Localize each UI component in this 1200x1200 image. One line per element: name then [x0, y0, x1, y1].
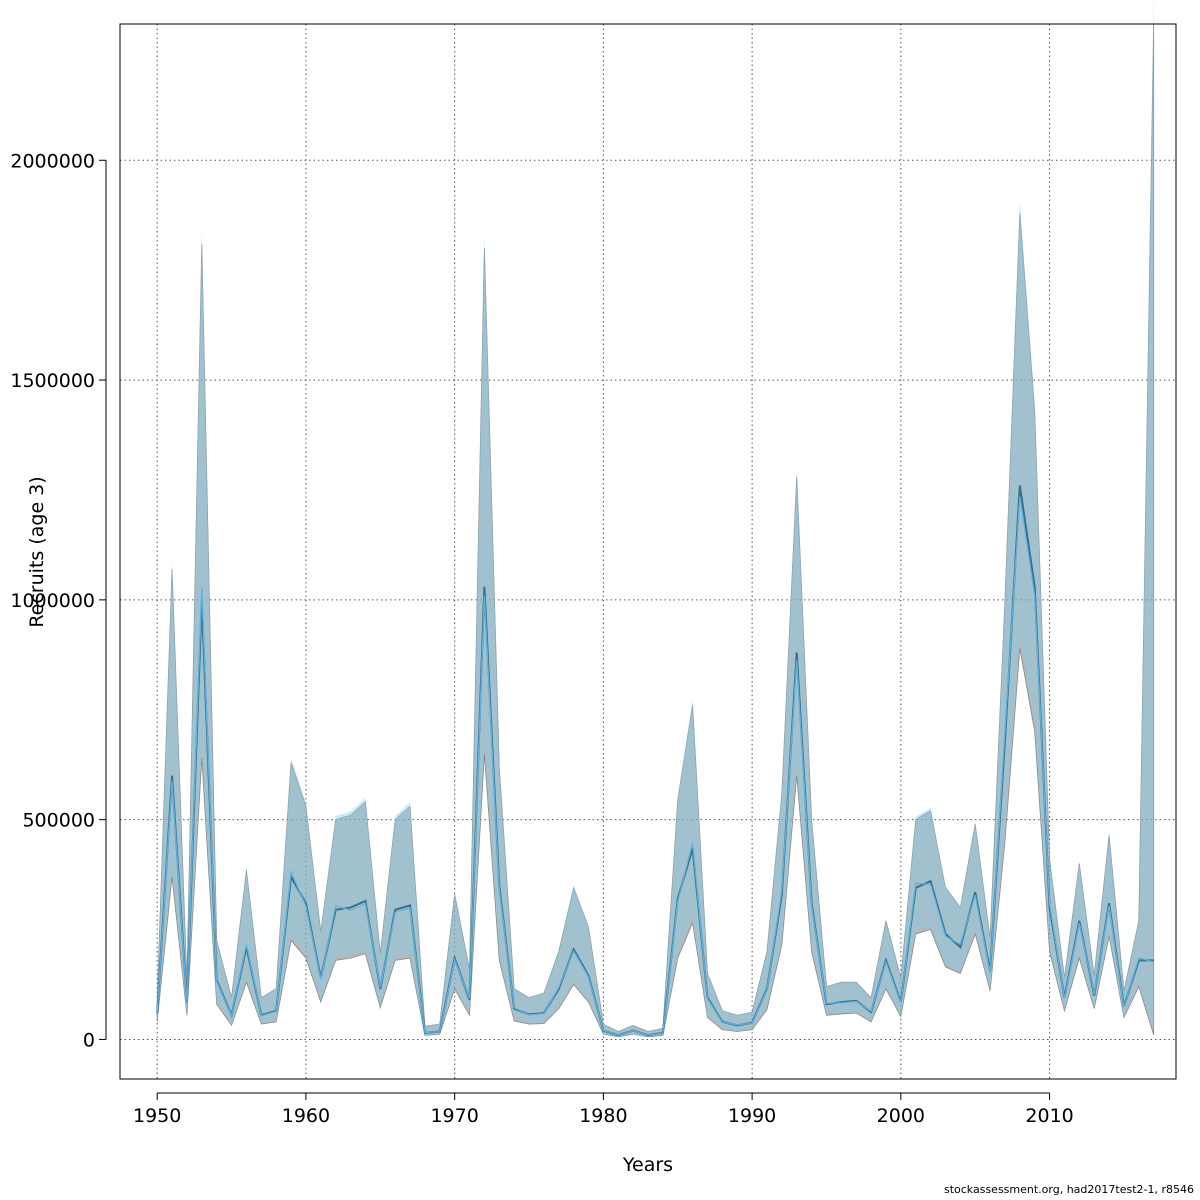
x-axis: 1950 1960 1970 1980 1990 2000 2010 — [133, 1092, 1074, 1127]
y-tick-label-1000000: 1000000 — [10, 590, 95, 612]
x-tick-label-1990: 1990 — [728, 1105, 776, 1127]
y-tick-label-500000: 500000 — [22, 810, 95, 832]
x-axis-title: Years — [622, 1154, 673, 1176]
y-tick-label-2000000: 2000000 — [10, 150, 95, 172]
footer-credit: stockassessment.org, had2017test2-1, r85… — [943, 1183, 1194, 1196]
y-axis-title: Recruits (age 3) — [26, 476, 48, 627]
y-axis: 0 500000 1000000 1500000 2000000 — [10, 150, 107, 1051]
y-tick-label-1500000: 1500000 — [10, 370, 95, 392]
x-tick-label-1980: 1980 — [579, 1105, 627, 1127]
x-tick-label-2010: 2010 — [1025, 1105, 1073, 1127]
x-tick-label-2000: 2000 — [877, 1105, 925, 1127]
confidence-band-light — [157, 0, 1154, 1037]
band-light-area — [157, 0, 1154, 1037]
x-tick-label-1950: 1950 — [133, 1105, 181, 1127]
series-lines — [156, 485, 1154, 1037]
y-tick-label-0: 0 — [83, 1029, 95, 1051]
series-line-light — [156, 496, 1154, 1036]
plot-frame — [119, 23, 1177, 1080]
x-tick-label-1970: 1970 — [430, 1105, 478, 1127]
x-tick-label-1960: 1960 — [282, 1105, 330, 1127]
